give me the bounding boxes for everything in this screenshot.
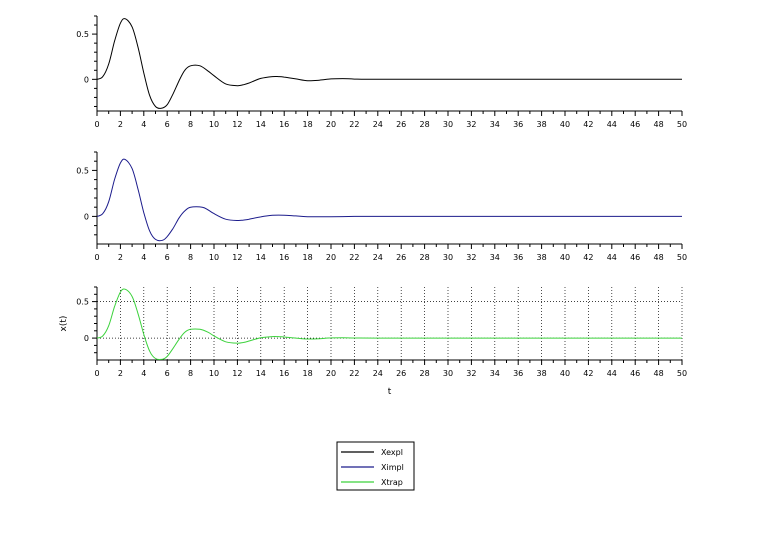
x-tick-label: 34 [490, 369, 500, 378]
x-tick-label: 36 [513, 369, 523, 378]
x-tick-label: 22 [349, 369, 359, 378]
legend-label-ximpl: Ximpl [381, 463, 404, 472]
x-tick-label: 42 [583, 369, 593, 378]
x-tick-label: 4 [141, 120, 146, 129]
x-tick-label: 16 [279, 369, 289, 378]
x-tick-label: 42 [583, 120, 593, 129]
x-tick-label: 50 [677, 369, 687, 378]
x-tick-label: 22 [349, 120, 359, 129]
x-tick-label: 6 [165, 120, 170, 129]
x-tick-label: 10 [209, 369, 219, 378]
x-tick-label: 14 [256, 369, 266, 378]
y-tick-label: 0 [84, 75, 89, 84]
x-tick-label: 16 [279, 120, 289, 129]
x-tick-label: 38 [537, 120, 547, 129]
y-axis-label: x(t) [59, 316, 69, 332]
x-tick-label: 20 [326, 369, 336, 378]
series-line-xtrap [96, 288, 682, 361]
x-tick-label: 14 [256, 120, 266, 129]
x-tick-label: 14 [256, 253, 266, 262]
x-tick-label: 48 [654, 369, 664, 378]
x-tick-label: 34 [490, 120, 500, 129]
x-tick-label: 6 [165, 253, 170, 262]
x-tick-label: 30 [443, 253, 453, 262]
y-tick-label: 0 [84, 212, 89, 221]
x-tick-label: 2 [118, 120, 123, 129]
y-tick-label: 0 [84, 334, 89, 343]
x-tick-label: 28 [420, 120, 430, 129]
plots-layer: 0 2 4 6 8 10 12 14 16 18 20 22 24 26 28 30 32 34 36 38 40 42 4… [59, 15, 687, 397]
x-tick-label: 34 [490, 253, 500, 262]
x-axis-label: t [388, 387, 392, 397]
x-tick-label: 46 [630, 120, 640, 129]
x-tick-label: 32 [466, 369, 476, 378]
x-tick-label: 24 [373, 120, 383, 129]
x-tick-label: 8 [188, 253, 193, 262]
x-tick-label: 26 [396, 253, 406, 262]
x-tick-label: 36 [513, 120, 523, 129]
x-tick-label: 8 [188, 369, 193, 378]
x-tick-label: 6 [165, 369, 170, 378]
x-tick-label: 24 [373, 369, 383, 378]
x-tick-label: 30 [443, 369, 453, 378]
x-tick-label: 38 [537, 253, 547, 262]
x-tick-label: 40 [560, 253, 570, 262]
legend-label-xexpl: Xexpl [381, 448, 403, 457]
x-tick-label: 50 [677, 120, 687, 129]
x-tick-label: 32 [466, 253, 476, 262]
x-tick-label: 0 [94, 120, 99, 129]
x-tick-label: 10 [209, 253, 219, 262]
x-tick-label: 36 [513, 253, 523, 262]
subplot-2: 0 2 4 6 8 10 12 14 16 18 20 22 24 26 28 30 32 34 36 38 40 42 4… [76, 151, 687, 262]
subplot-3: 0 2 4 6 8 10 12 14 16 18 20 22 24 26 28 30 32 34 36 38 40 42 4… [59, 286, 687, 397]
x-tick-label: 46 [630, 253, 640, 262]
x-tick-label: 2 [118, 369, 123, 378]
y-tick-label: 0.5 [76, 166, 89, 175]
x-tick-label: 40 [560, 120, 570, 129]
x-tick-label: 50 [677, 253, 687, 262]
subplot-1: 0 2 4 6 8 10 12 14 16 18 20 22 24 26 28 30 32 34 36 38 40 42 4… [76, 15, 687, 129]
x-tick-label: 26 [396, 120, 406, 129]
x-tick-label: 20 [326, 253, 336, 262]
x-tick-label: 18 [303, 369, 313, 378]
legend-label-xtrap: Xtrap [381, 478, 403, 487]
x-tick-label: 18 [303, 120, 313, 129]
x-tick-label: 22 [349, 253, 359, 262]
x-tick-label: 48 [654, 120, 664, 129]
x-tick-label: 20 [326, 120, 336, 129]
x-tick-label: 12 [232, 253, 242, 262]
series-line-ximpl [96, 158, 682, 242]
x-tick-label: 16 [279, 253, 289, 262]
x-tick-label: 40 [560, 369, 570, 378]
legend: Xexpl Ximpl Xtrap [336, 441, 415, 491]
x-tick-label: 18 [303, 253, 313, 262]
x-tick-label: 46 [630, 369, 640, 378]
y-tick-label: 0.5 [76, 298, 89, 307]
x-tick-label: 2 [118, 253, 123, 262]
x-tick-label: 10 [209, 120, 219, 129]
x-tick-label: 24 [373, 253, 383, 262]
x-tick-label: 44 [607, 120, 617, 129]
x-tick-label: 44 [607, 253, 617, 262]
y-tick-label: 0.5 [76, 30, 89, 39]
x-tick-label: 12 [232, 369, 242, 378]
x-tick-label: 0 [94, 253, 99, 262]
x-tick-label: 4 [141, 369, 146, 378]
x-tick-label: 26 [396, 369, 406, 378]
x-tick-label: 0 [94, 369, 99, 378]
x-tick-label: 32 [466, 120, 476, 129]
x-tick-label: 28 [420, 253, 430, 262]
x-tick-label: 44 [607, 369, 617, 378]
x-tick-label: 38 [537, 369, 547, 378]
x-tick-label: 8 [188, 120, 193, 129]
x-tick-label: 42 [583, 253, 593, 262]
x-tick-label: 28 [420, 369, 430, 378]
series-line-xexpl [96, 18, 682, 109]
x-tick-label: 48 [654, 253, 664, 262]
x-tick-label: 4 [141, 253, 146, 262]
x-tick-label: 12 [232, 120, 242, 129]
x-tick-label: 30 [443, 120, 453, 129]
